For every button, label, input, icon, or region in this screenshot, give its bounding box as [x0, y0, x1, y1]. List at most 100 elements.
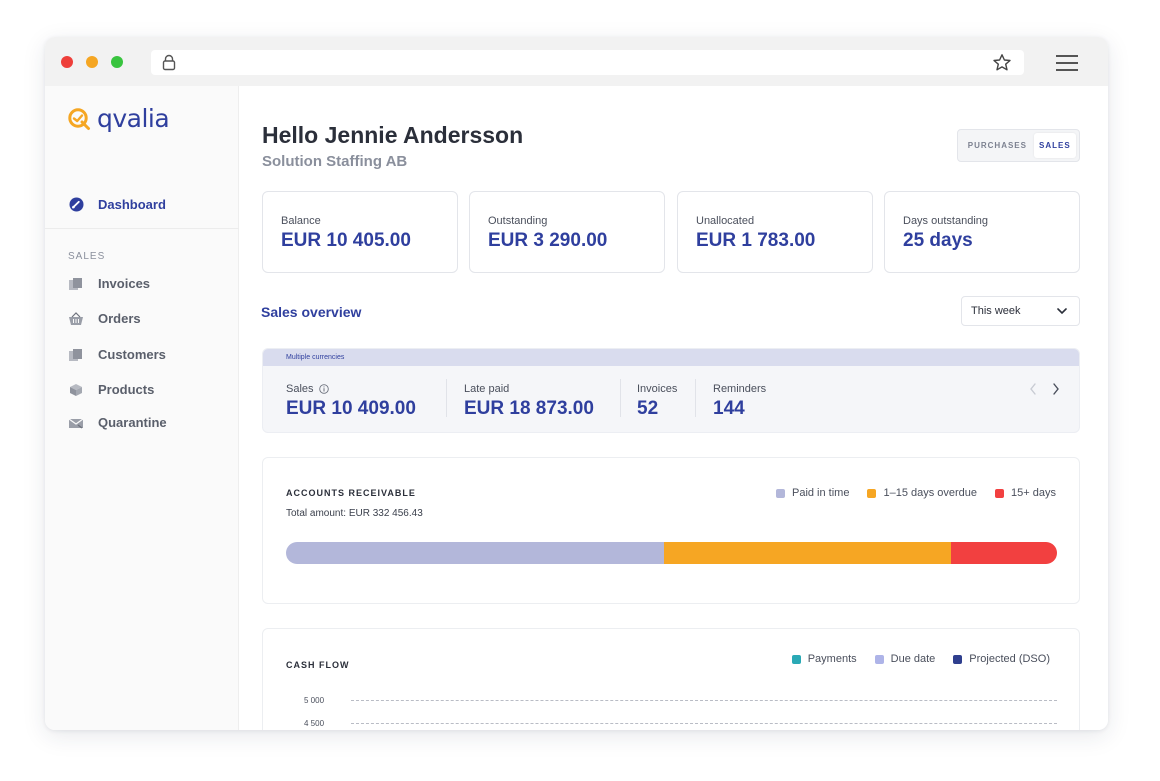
- stat-label: Reminders: [713, 383, 767, 395]
- currency-note: Multiple currencies: [263, 349, 1079, 366]
- divider: [620, 379, 621, 417]
- main-content: Hello Jennie Andersson Solution Staffing…: [240, 86, 1108, 730]
- y-axis-tick: 5 000: [304, 696, 325, 705]
- chevron-left-icon[interactable]: [1029, 383, 1037, 395]
- dashboard-icon: [69, 197, 84, 212]
- minimize-window-button[interactable]: [86, 56, 98, 68]
- sidebar-item-label: Products: [98, 382, 155, 397]
- quarantine-icon: [68, 418, 84, 429]
- stat-reminders: Reminders 144: [713, 383, 766, 420]
- legend-item: Due date: [874, 653, 936, 665]
- total-amount: Total amount: EUR 332 456.43: [286, 508, 423, 519]
- sidebar-item-orders[interactable]: Orders: [68, 311, 141, 326]
- bar-segment-15-plus-days[interactable]: [951, 542, 1057, 564]
- stat-value: 52: [637, 398, 659, 419]
- customers-icon: [69, 348, 82, 361]
- cashflow-legend: Payments Due date Projected (DSO): [791, 653, 1050, 665]
- legend-item: Paid in time: [775, 487, 850, 499]
- legend-swatch: [791, 654, 801, 664]
- legend-swatch: [874, 654, 884, 664]
- legend-swatch: [953, 654, 963, 664]
- bar-segment-paid-in-time[interactable]: [286, 542, 664, 564]
- sidebar-item-products[interactable]: Products: [68, 382, 154, 397]
- sidebar-item-customers[interactable]: Customers: [68, 347, 166, 362]
- y-axis-tick: 4 500: [304, 719, 325, 728]
- legend-item: 1–15 days overdue: [867, 487, 977, 499]
- sidebar-item-dashboard[interactable]: Dashboard: [45, 181, 239, 229]
- sidebar-item-invoices[interactable]: Invoices: [68, 276, 150, 291]
- kpi-card-outstanding[interactable]: Outstanding EUR 3 290.00: [469, 191, 665, 273]
- sidebar-item-label: Invoices: [98, 276, 151, 291]
- box-icon: [70, 383, 82, 396]
- kpi-value: EUR 10 405.00: [281, 230, 411, 251]
- kpi-label: Unallocated: [696, 215, 755, 227]
- kpi-value: EUR 3 290.00: [488, 230, 608, 251]
- legend-label: Paid in time: [791, 487, 850, 499]
- sales-overview-title: Sales overview: [261, 304, 362, 320]
- stat-label: Late paid: [464, 383, 510, 395]
- legend-item: Payments: [791, 653, 857, 665]
- legend-swatch: [775, 488, 785, 498]
- cash-flow-card: CASH FLOW Payments Due date Projected (D…: [262, 628, 1080, 730]
- lock-icon: [162, 54, 176, 71]
- legend-item: 15+ days: [995, 487, 1056, 499]
- hamburger-menu-icon[interactable]: [1056, 54, 1078, 72]
- stat-label: Invoices: [637, 383, 678, 395]
- legend-label: 15+ days: [1011, 487, 1056, 499]
- star-icon[interactable]: [992, 53, 1012, 73]
- stat-value: EUR 18 873.00: [464, 398, 594, 419]
- date-range-value: This week: [971, 305, 1021, 317]
- company-name: Solution Staffing AB: [262, 153, 408, 170]
- invoices-icon: [69, 277, 82, 290]
- kpi-card-days-outstanding[interactable]: Days outstanding 25 days: [884, 191, 1080, 273]
- chevron-down-icon: [1057, 307, 1067, 314]
- purchases-sales-toggle: PURCHASES SALES: [957, 129, 1080, 162]
- stat-label: Sales: [286, 383, 314, 395]
- qvalia-logo-icon: [68, 107, 90, 130]
- toggle-purchases[interactable]: PURCHASES: [967, 141, 1027, 150]
- sidebar: qvalia Dashboard SALES Invoices: [45, 86, 239, 730]
- accounts-receivable-card: ACCOUNTS RECEIVABLE Paid in time 1–15 da…: [262, 457, 1080, 604]
- date-range-select[interactable]: This week: [961, 296, 1080, 326]
- receivables-stacked-bar: [286, 542, 1057, 564]
- stat-late-paid: Late paid EUR 18 873.00: [464, 383, 594, 420]
- bar-segment-1-15-days[interactable]: [663, 542, 952, 564]
- close-window-button[interactable]: [61, 56, 73, 68]
- sidebar-item-quarantine[interactable]: Quarantine: [68, 415, 167, 430]
- stat-value: EUR 10 409.00: [286, 398, 416, 419]
- info-icon[interactable]: [318, 384, 329, 394]
- kpi-card-unallocated[interactable]: Unallocated EUR 1 783.00: [677, 191, 873, 273]
- address-bar[interactable]: [151, 50, 1024, 75]
- legend-item: Projected (DSO): [953, 653, 1050, 665]
- logo-text: qvalia: [97, 104, 170, 133]
- sidebar-item-label: Quarantine: [98, 415, 167, 430]
- legend-swatch: [867, 488, 877, 498]
- stat-invoices: Invoices 52: [637, 383, 677, 420]
- sales-stats-panel: Multiple currencies Sales EUR 10 409.00 …: [262, 348, 1080, 433]
- sidebar-item-label: Dashboard: [98, 197, 166, 212]
- sidebar-section-label: SALES: [68, 251, 106, 262]
- sidebar-item-label: Customers: [98, 347, 166, 362]
- legend-label: 1–15 days overdue: [883, 487, 978, 499]
- legend-label: Due date: [890, 653, 936, 665]
- sidebar-item-label: Orders: [98, 311, 141, 326]
- browser-toolbar: [45, 37, 1108, 86]
- toggle-sales[interactable]: SALES: [1033, 133, 1076, 158]
- kpi-card-balance[interactable]: Balance EUR 10 405.00: [262, 191, 458, 273]
- legend-label: Payments: [807, 653, 857, 665]
- receivables-legend: Paid in time 1–15 days overdue 15+ days: [775, 487, 1056, 499]
- divider: [695, 379, 696, 417]
- logo[interactable]: qvalia: [67, 104, 170, 133]
- legend-label: Projected (DSO): [969, 653, 1050, 665]
- basket-icon: [69, 311, 83, 325]
- gridline: [351, 723, 1057, 724]
- kpi-label: Balance: [281, 215, 321, 227]
- maximize-window-button[interactable]: [111, 56, 123, 68]
- kpi-value: EUR 1 783.00: [696, 230, 816, 251]
- divider: [446, 379, 447, 417]
- browser-window: qvalia Dashboard SALES Invoices: [45, 37, 1108, 730]
- gridline: [351, 700, 1057, 701]
- card-title: CASH FLOW: [286, 660, 350, 670]
- chevron-right-icon[interactable]: [1052, 383, 1060, 395]
- kpi-label: Days outstanding: [903, 215, 988, 227]
